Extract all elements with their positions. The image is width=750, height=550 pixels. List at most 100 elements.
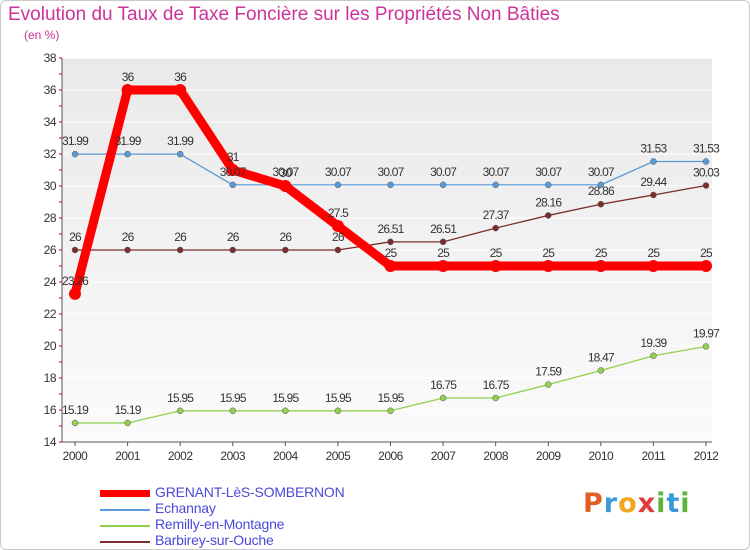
data-label: 30.07 [272,165,299,179]
data-point [545,212,552,219]
x-tick-label: 2001 [115,449,141,463]
data-label: 25 [490,246,503,260]
data-label: 30.07 [483,165,510,179]
data-label: 19.97 [693,326,720,340]
data-point [124,246,131,254]
data-label: 26 [332,230,345,244]
legend-swatch-echannay [100,509,150,511]
data-point [71,419,79,427]
data-point [334,407,342,415]
data-label: 25 [385,246,398,260]
data-point [121,84,134,96]
data-label: 16.75 [430,378,457,392]
legend-label-remilly: Remilly-en-Montagne [155,516,285,532]
data-point [387,181,394,189]
data-label: 30.07 [220,165,247,179]
x-tick-label: 2008 [483,449,509,463]
data-point [597,181,605,189]
data-label: 36 [174,70,187,84]
legend-swatch-grenant [100,490,150,497]
data-point [647,260,660,272]
data-label: 25 [542,246,555,260]
legend-label-grenant: GRENANT-LèS-SOMBERNON [155,484,345,500]
x-tick-label: 2011 [642,449,667,463]
data-point [650,158,657,165]
data-label: 26 [279,230,292,244]
x-tick-label: 2007 [431,449,457,463]
data-label: 31 [227,150,240,164]
data-label: 31.99 [115,134,142,148]
data-point [334,246,342,254]
data-point [176,407,184,415]
data-point [594,260,607,272]
data-point [702,343,710,350]
data-point [492,224,499,232]
y-tick-label: 22 [44,307,57,321]
data-point [226,164,239,176]
data-point [176,246,184,254]
y-tick-label: 32 [44,147,57,161]
data-label: 15.95 [325,391,352,405]
data-label: 26.51 [430,222,457,236]
y-tick-label: 16 [44,403,57,417]
x-tick-label: 2004 [273,449,299,463]
data-point [545,381,552,388]
data-label: 30.07 [535,165,562,179]
data-point [279,180,292,192]
data-label: 26 [174,230,187,244]
data-label: 27.5 [328,206,349,220]
data-label: 30 [279,166,292,180]
data-point [492,181,499,189]
data-label: 31.53 [640,142,667,156]
y-tick-label: 30 [44,179,57,193]
data-label: 30.07 [325,165,352,179]
data-point [650,191,657,199]
data-point [124,150,131,158]
data-point [69,287,81,300]
data-label: 28.16 [535,195,562,209]
data-label: 31.99 [62,134,89,148]
chart-title: Evolution du Taux de Taxe Foncière sur l… [8,4,560,25]
data-point [650,352,657,360]
data-point [334,181,342,189]
x-tick-label: 2010 [588,449,614,463]
data-label: 26.51 [377,222,404,236]
legend-swatch-remilly [100,525,150,527]
data-point [542,260,555,272]
data-label: 17.59 [535,365,562,379]
data-point [174,84,187,96]
data-point [597,200,605,208]
data-label: 16.75 [483,378,510,392]
data-point [439,238,447,246]
data-point [229,407,236,415]
data-point [71,246,79,254]
data-point [384,260,397,272]
legend-label-echannay: Echannay [155,500,216,516]
data-point [702,158,710,165]
data-point [489,260,502,272]
data-point [545,181,552,189]
data-label: 26 [122,230,135,244]
y-tick-label: 38 [44,51,57,65]
data-label: 27.37 [483,208,510,222]
data-point [229,246,236,254]
data-point [387,238,394,246]
data-point [387,407,394,415]
x-tick-label: 2005 [326,449,352,463]
data-label: 15.19 [62,403,89,417]
legend-label-barbirey: Barbirey-sur-Ouche [155,532,274,548]
legend-swatch-barbirey [100,541,150,543]
data-label: 30.07 [377,165,404,179]
data-label: 15.95 [167,391,194,405]
data-point [597,367,605,374]
data-point [331,220,344,232]
data-point [439,181,447,189]
data-label: 18.47 [588,350,615,364]
data-point [71,150,79,158]
x-tick-label: 2002 [168,449,194,463]
data-point [492,394,499,402]
y-tick-label: 34 [44,115,57,129]
data-point [229,181,236,189]
y-tick-label: 26 [44,243,57,257]
data-label: 30.07 [430,165,457,179]
